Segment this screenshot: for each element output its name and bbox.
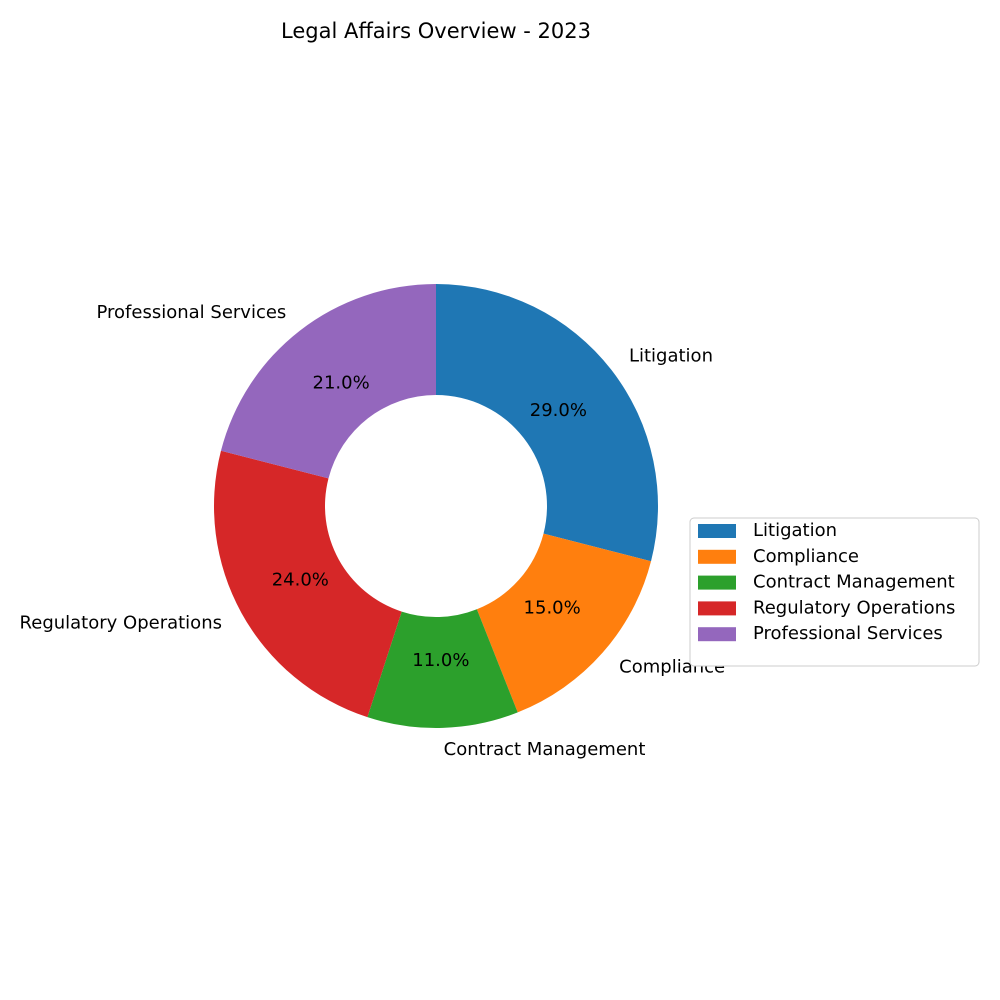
slice-label-contract-management: Contract Management [444, 739, 646, 760]
slice-label-professional-services: Professional Services [97, 302, 287, 323]
slice-contract-management [367, 609, 518, 728]
slice-label-litigation: Litigation [629, 345, 713, 366]
legend-swatch-regulatory-operations [698, 601, 736, 616]
percent-label-litigation: 29.0% [530, 400, 587, 421]
slices-group [213, 284, 658, 728]
percent-label-contract-management: 11.0% [412, 650, 469, 671]
legend: Litigation Compliance Contract Management R… [689, 517, 980, 667]
slice-label-regulatory-operations: Regulatory Operations [20, 613, 222, 634]
percent-label-professional-services: 21.0% [313, 373, 370, 394]
legend-label-regulatory-operations: Regulatory Operations [753, 597, 955, 618]
legend-swatch-compliance [698, 549, 736, 564]
legend-label-contract-management: Contract Management [753, 572, 955, 593]
legend-swatch-litigation [698, 524, 736, 538]
legend-label-compliance: Compliance [753, 546, 859, 567]
percent-label-regulatory-operations: 24.0% [272, 570, 329, 591]
slice-regulatory-operations [213, 450, 402, 718]
legend-label-professional-services: Professional Services [753, 623, 943, 644]
legend-swatch-professional-services [698, 627, 736, 642]
slice-compliance [476, 533, 652, 713]
slice-litigation [436, 284, 658, 562]
chart-title: Legal Affairs Overview - 2023 [281, 19, 591, 43]
legend-frame [689, 517, 980, 667]
slice-professional-services [220, 284, 436, 479]
percent-label-compliance: 15.0% [524, 597, 581, 618]
legend-label-litigation: Litigation [753, 520, 837, 541]
legend-swatch-contract-management [698, 575, 736, 590]
percent-labels-group: 29.0% 15.0% 11.0% 24.0% 21.0% [272, 373, 587, 671]
